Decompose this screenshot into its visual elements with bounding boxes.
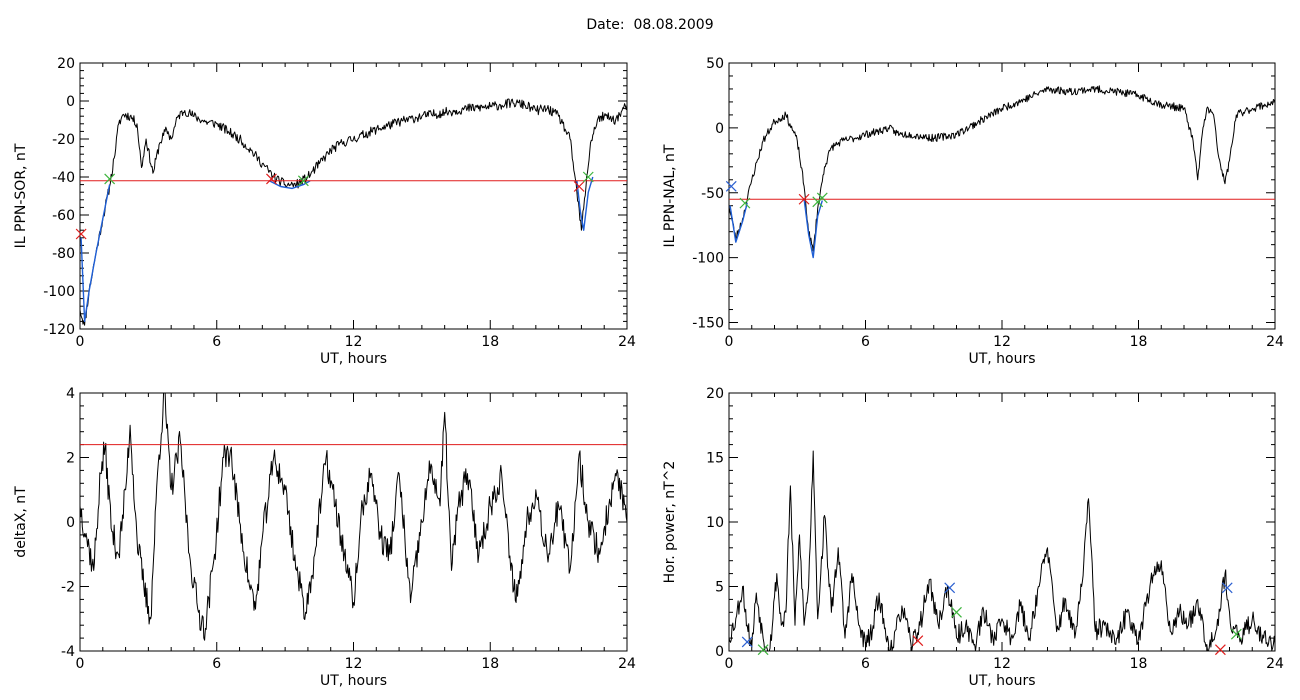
y-tick-label: -4 bbox=[61, 644, 75, 660]
fit-segment-line bbox=[80, 184, 111, 323]
x-axis-label: UT, hours bbox=[968, 673, 1035, 689]
x-tick-label: 0 bbox=[76, 656, 85, 672]
plot-data bbox=[729, 85, 1275, 259]
y-tick-label: 0 bbox=[715, 121, 724, 137]
page-title: Date: 08.08.2009 bbox=[586, 17, 714, 33]
y-tick-label: 2 bbox=[66, 451, 75, 467]
event-marker bbox=[573, 181, 585, 192]
data-series-line bbox=[729, 85, 1275, 252]
data-series-line bbox=[80, 98, 627, 326]
plot-data bbox=[729, 450, 1275, 651]
event-marker bbox=[741, 636, 753, 648]
x-tick-label: 0 bbox=[725, 656, 734, 672]
event-marker bbox=[104, 173, 116, 185]
event-marker bbox=[297, 175, 309, 187]
event-marker bbox=[266, 173, 277, 185]
x-tick-label: 18 bbox=[481, 334, 499, 350]
chart-panel-il-ppn-nal: 0 6 12 18 24 -150 -100 -50 0 50 UT, hours IL PPN-NA… bbox=[662, 56, 1284, 367]
event-marker bbox=[1221, 582, 1233, 594]
y-tick-label: 50 bbox=[706, 56, 724, 72]
x-tick-label: 18 bbox=[481, 656, 499, 672]
event-marker bbox=[725, 180, 737, 192]
y-axis-label: deltaX, nT bbox=[13, 486, 29, 558]
chart-panel-hor-power: 0 6 12 18 24 0 5 10 15 20 UT, hours Hor. power, nT^… bbox=[662, 386, 1284, 689]
y-tick-label: -150 bbox=[692, 316, 724, 332]
plot-data bbox=[80, 98, 627, 326]
x-tick-label: 24 bbox=[618, 656, 636, 672]
y-tick-label: 0 bbox=[66, 94, 75, 110]
y-tick-label: -20 bbox=[52, 132, 75, 148]
event-marker bbox=[739, 197, 751, 209]
x-tick-label: 6 bbox=[212, 656, 221, 672]
x-tick-label: 0 bbox=[725, 334, 734, 350]
y-tick-label: 0 bbox=[715, 644, 724, 660]
y-tick-label: -120 bbox=[43, 322, 75, 338]
event-marker bbox=[75, 228, 87, 240]
x-axis-label: UT, hours bbox=[320, 673, 387, 689]
x-tick-label: 24 bbox=[1266, 656, 1284, 672]
y-tick-label: 10 bbox=[706, 515, 724, 531]
event-marker bbox=[582, 171, 594, 183]
event-marker bbox=[1214, 644, 1226, 656]
x-tick-label: 18 bbox=[1130, 656, 1148, 672]
y-tick-label: -100 bbox=[692, 251, 724, 267]
x-tick-label: 12 bbox=[993, 656, 1011, 672]
y-tick-label: -2 bbox=[61, 580, 75, 596]
x-axis-label: UT, hours bbox=[968, 351, 1035, 367]
event-marker bbox=[951, 606, 962, 618]
x-tick-label: 6 bbox=[212, 334, 221, 350]
y-axis-label: IL PPN-NAL, nT bbox=[662, 144, 678, 247]
event-marker bbox=[757, 644, 769, 656]
x-tick-label: 6 bbox=[861, 656, 870, 672]
event-marker bbox=[944, 582, 956, 594]
data-series-line bbox=[729, 450, 1275, 651]
plot-frame bbox=[79, 62, 628, 330]
y-axis-label: Hor. power, nT^2 bbox=[662, 461, 678, 584]
y-axis-label: IL PPN-SOR, nT bbox=[13, 143, 29, 248]
fit-segment-line bbox=[729, 202, 748, 243]
y-tick-label: 15 bbox=[706, 451, 724, 467]
event-marker bbox=[816, 192, 828, 204]
x-tick-label: 12 bbox=[345, 334, 363, 350]
x-tick-label: 24 bbox=[618, 334, 636, 350]
y-tick-label: 5 bbox=[715, 580, 724, 596]
fit-segment-line bbox=[803, 199, 823, 259]
y-tick-label: -100 bbox=[43, 284, 75, 300]
plot-data bbox=[80, 393, 627, 641]
x-tick-label: 18 bbox=[1130, 334, 1148, 350]
event-marker bbox=[912, 635, 924, 647]
event-marker bbox=[798, 193, 810, 205]
plot-frame bbox=[728, 62, 1276, 330]
data-series-line bbox=[80, 393, 627, 641]
y-tick-label: -50 bbox=[701, 186, 724, 202]
event-marker bbox=[1230, 628, 1242, 640]
x-tick-label: 12 bbox=[993, 334, 1011, 350]
y-tick-label: 4 bbox=[66, 386, 75, 402]
fit-segment-line bbox=[576, 176, 594, 231]
x-axis-label: UT, hours bbox=[320, 351, 387, 367]
y-tick-label: -80 bbox=[52, 246, 75, 262]
y-tick-label: 0 bbox=[66, 515, 75, 531]
y-tick-label: -60 bbox=[52, 208, 75, 224]
y-tick-label: 20 bbox=[706, 386, 724, 402]
chart-panel-il-ppn-sor: 0 6 12 18 24 -120 -100 -80 -60 -40 -20 0 20 UT, hours… bbox=[13, 56, 636, 367]
x-tick-label: 12 bbox=[345, 656, 363, 672]
x-tick-label: 24 bbox=[1266, 334, 1284, 350]
x-tick-label: 0 bbox=[76, 334, 85, 350]
x-tick-label: 6 bbox=[861, 334, 870, 350]
y-tick-label: 20 bbox=[57, 56, 75, 72]
y-tick-label: -40 bbox=[52, 170, 75, 186]
